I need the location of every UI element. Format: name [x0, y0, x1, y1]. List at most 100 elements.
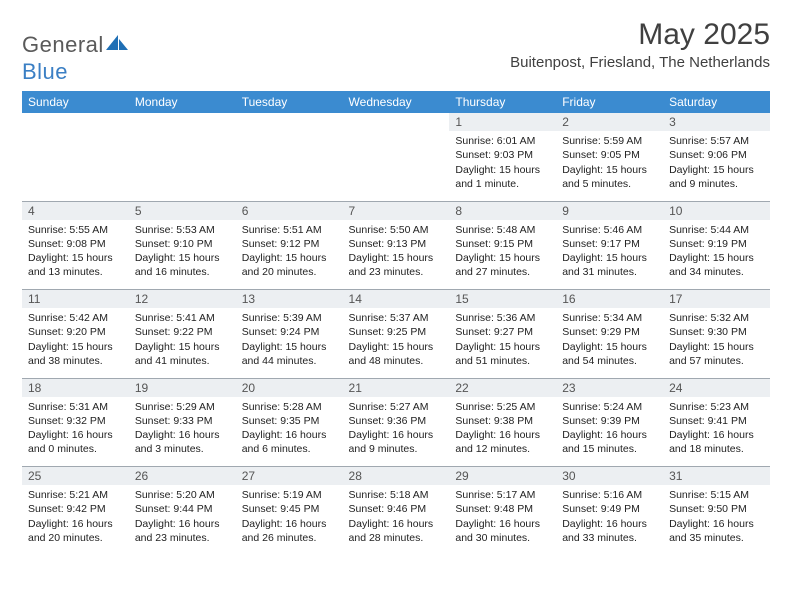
weekday-header-row: Sunday Monday Tuesday Wednesday Thursday… [22, 91, 770, 113]
sunrise-text: Sunrise: 5:18 AM [349, 488, 444, 502]
daylight-text: Daylight: 16 hours and 30 minutes. [455, 517, 550, 545]
sunset-text: Sunset: 9:29 PM [562, 325, 657, 339]
daylight-text: Daylight: 15 hours and 16 minutes. [135, 251, 230, 279]
sunrise-text: Sunrise: 5:39 AM [242, 311, 337, 325]
sunrise-text: Sunrise: 6:01 AM [455, 134, 550, 148]
sunset-text: Sunset: 9:44 PM [135, 502, 230, 516]
day-cell: Sunrise: 5:17 AMSunset: 9:48 PMDaylight:… [449, 485, 556, 555]
day-number [343, 113, 450, 131]
daylight-text: Daylight: 16 hours and 0 minutes. [28, 428, 123, 456]
sunset-text: Sunset: 9:24 PM [242, 325, 337, 339]
sunset-text: Sunset: 9:35 PM [242, 414, 337, 428]
day-cell: Sunrise: 5:29 AMSunset: 9:33 PMDaylight:… [129, 397, 236, 467]
sunset-text: Sunset: 9:41 PM [669, 414, 764, 428]
sunrise-text: Sunrise: 5:46 AM [562, 223, 657, 237]
day-number: 23 [556, 378, 663, 397]
day-number: 18 [22, 378, 129, 397]
day-number [22, 113, 129, 131]
sunrise-text: Sunrise: 5:34 AM [562, 311, 657, 325]
daylight-text: Daylight: 16 hours and 9 minutes. [349, 428, 444, 456]
sunset-text: Sunset: 9:19 PM [669, 237, 764, 251]
day-number: 1 [449, 113, 556, 131]
sunset-text: Sunset: 9:50 PM [669, 502, 764, 516]
sunset-text: Sunset: 9:49 PM [562, 502, 657, 516]
day-number: 22 [449, 378, 556, 397]
weekday-header: Saturday [663, 91, 770, 113]
daylight-text: Daylight: 16 hours and 18 minutes. [669, 428, 764, 456]
daylight-text: Daylight: 16 hours and 35 minutes. [669, 517, 764, 545]
header: GeneralBlue May 2025 Buitenpost, Friesla… [22, 18, 770, 85]
sunrise-text: Sunrise: 5:41 AM [135, 311, 230, 325]
day-number: 11 [22, 290, 129, 309]
sunrise-text: Sunrise: 5:28 AM [242, 400, 337, 414]
weekday-header: Monday [129, 91, 236, 113]
day-number: 26 [129, 467, 236, 486]
day-cell: Sunrise: 5:34 AMSunset: 9:29 PMDaylight:… [556, 308, 663, 378]
daylight-text: Daylight: 16 hours and 23 minutes. [135, 517, 230, 545]
day-number: 4 [22, 201, 129, 220]
weekday-header: Thursday [449, 91, 556, 113]
day-number: 27 [236, 467, 343, 486]
day-cell: Sunrise: 5:59 AMSunset: 9:05 PMDaylight:… [556, 131, 663, 201]
sunrise-text: Sunrise: 5:36 AM [455, 311, 550, 325]
sunrise-text: Sunrise: 5:19 AM [242, 488, 337, 502]
day-number: 5 [129, 201, 236, 220]
day-number: 8 [449, 201, 556, 220]
month-title: May 2025 [510, 18, 770, 52]
sunrise-text: Sunrise: 5:53 AM [135, 223, 230, 237]
day-number: 2 [556, 113, 663, 131]
day-cell: Sunrise: 5:57 AMSunset: 9:06 PMDaylight:… [663, 131, 770, 201]
daylight-text: Daylight: 16 hours and 33 minutes. [562, 517, 657, 545]
day-cell: Sunrise: 5:37 AMSunset: 9:25 PMDaylight:… [343, 308, 450, 378]
daynum-row: 18192021222324 [22, 378, 770, 397]
sunrise-text: Sunrise: 5:25 AM [455, 400, 550, 414]
sunset-text: Sunset: 9:45 PM [242, 502, 337, 516]
day-cell: Sunrise: 5:41 AMSunset: 9:22 PMDaylight:… [129, 308, 236, 378]
sunrise-text: Sunrise: 5:51 AM [242, 223, 337, 237]
day-cell: Sunrise: 5:53 AMSunset: 9:10 PMDaylight:… [129, 220, 236, 290]
daynum-row: 123 [22, 113, 770, 131]
daylight-text: Daylight: 15 hours and 48 minutes. [349, 340, 444, 368]
day-cell: Sunrise: 5:18 AMSunset: 9:46 PMDaylight:… [343, 485, 450, 555]
day-cell: Sunrise: 5:31 AMSunset: 9:32 PMDaylight:… [22, 397, 129, 467]
sunrise-text: Sunrise: 5:57 AM [669, 134, 764, 148]
day-cell: Sunrise: 5:36 AMSunset: 9:27 PMDaylight:… [449, 308, 556, 378]
content-row: Sunrise: 5:21 AMSunset: 9:42 PMDaylight:… [22, 485, 770, 555]
day-cell: Sunrise: 5:16 AMSunset: 9:49 PMDaylight:… [556, 485, 663, 555]
day-cell: Sunrise: 6:01 AMSunset: 9:03 PMDaylight:… [449, 131, 556, 201]
sunrise-text: Sunrise: 5:42 AM [28, 311, 123, 325]
day-number: 25 [22, 467, 129, 486]
brand-logo: GeneralBlue [22, 32, 128, 85]
location: Buitenpost, Friesland, The Netherlands [510, 54, 770, 71]
daylight-text: Daylight: 16 hours and 15 minutes. [562, 428, 657, 456]
sunrise-text: Sunrise: 5:15 AM [669, 488, 764, 502]
day-number: 15 [449, 290, 556, 309]
sunrise-text: Sunrise: 5:27 AM [349, 400, 444, 414]
day-number [129, 113, 236, 131]
daylight-text: Daylight: 16 hours and 28 minutes. [349, 517, 444, 545]
calendar-body: 123Sunrise: 6:01 AMSunset: 9:03 PMDaylig… [22, 113, 770, 555]
day-cell: Sunrise: 5:42 AMSunset: 9:20 PMDaylight:… [22, 308, 129, 378]
content-row: Sunrise: 5:42 AMSunset: 9:20 PMDaylight:… [22, 308, 770, 378]
sunset-text: Sunset: 9:48 PM [455, 502, 550, 516]
sunrise-text: Sunrise: 5:20 AM [135, 488, 230, 502]
day-cell: Sunrise: 5:15 AMSunset: 9:50 PMDaylight:… [663, 485, 770, 555]
day-cell: Sunrise: 5:24 AMSunset: 9:39 PMDaylight:… [556, 397, 663, 467]
sunset-text: Sunset: 9:46 PM [349, 502, 444, 516]
day-cell: Sunrise: 5:32 AMSunset: 9:30 PMDaylight:… [663, 308, 770, 378]
sunset-text: Sunset: 9:39 PM [562, 414, 657, 428]
day-number: 20 [236, 378, 343, 397]
day-cell [236, 131, 343, 201]
daylight-text: Daylight: 15 hours and 27 minutes. [455, 251, 550, 279]
sunset-text: Sunset: 9:22 PM [135, 325, 230, 339]
day-number: 16 [556, 290, 663, 309]
sunrise-text: Sunrise: 5:32 AM [669, 311, 764, 325]
day-cell: Sunrise: 5:44 AMSunset: 9:19 PMDaylight:… [663, 220, 770, 290]
day-number: 3 [663, 113, 770, 131]
sunset-text: Sunset: 9:27 PM [455, 325, 550, 339]
sunset-text: Sunset: 9:38 PM [455, 414, 550, 428]
sunrise-text: Sunrise: 5:24 AM [562, 400, 657, 414]
brand-part2: Blue [22, 59, 68, 84]
daynum-row: 25262728293031 [22, 467, 770, 486]
day-cell: Sunrise: 5:50 AMSunset: 9:13 PMDaylight:… [343, 220, 450, 290]
